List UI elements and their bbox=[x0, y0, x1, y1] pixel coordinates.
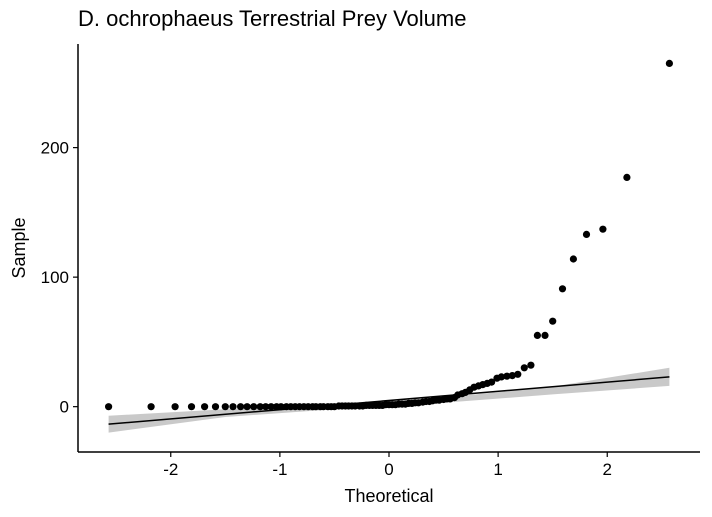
data-point bbox=[256, 403, 264, 411]
data-point bbox=[497, 373, 505, 381]
data-point bbox=[250, 403, 258, 411]
data-point bbox=[569, 255, 578, 263]
x-tick-label: -2 bbox=[163, 460, 178, 479]
y-tick-label: 100 bbox=[41, 268, 69, 287]
data-point bbox=[221, 403, 229, 411]
chart-title: D. ochrophaeus Terrestrial Prey Volume bbox=[78, 6, 467, 31]
data-point bbox=[541, 331, 549, 339]
data-point bbox=[549, 317, 557, 325]
data-point bbox=[558, 285, 567, 293]
data-point bbox=[229, 403, 237, 411]
y-tick-label: 200 bbox=[41, 139, 69, 158]
x-tick-label: 2 bbox=[603, 460, 612, 479]
data-point bbox=[211, 403, 220, 411]
data-point bbox=[520, 364, 528, 372]
data-point bbox=[665, 59, 674, 67]
axes-layer: -2 -1 0 1 2 0 100 200 bbox=[41, 44, 700, 479]
y-axis-title: Sample bbox=[9, 217, 29, 278]
data-point bbox=[201, 403, 209, 411]
x-axis-title: Theoretical bbox=[344, 486, 433, 506]
x-tick-label: -1 bbox=[272, 460, 287, 479]
data-point bbox=[267, 403, 275, 411]
data-point bbox=[262, 403, 270, 411]
data-point bbox=[508, 372, 516, 380]
data-point bbox=[488, 378, 496, 386]
data-point bbox=[514, 370, 522, 378]
data-point bbox=[623, 173, 631, 181]
y-tick-label: 0 bbox=[60, 398, 69, 417]
data-point bbox=[277, 403, 285, 411]
x-tick-label: 0 bbox=[384, 460, 393, 479]
data-point bbox=[533, 331, 542, 339]
data-point bbox=[527, 361, 535, 369]
data-point bbox=[582, 230, 591, 238]
data-point bbox=[599, 225, 607, 233]
x-tick-label: 1 bbox=[493, 460, 502, 479]
reference-line bbox=[108, 376, 670, 425]
data-point bbox=[503, 372, 511, 380]
data-point bbox=[243, 403, 251, 411]
data-point bbox=[105, 403, 113, 411]
data-point bbox=[237, 403, 245, 411]
reference-line-layer bbox=[108, 376, 670, 425]
data-point bbox=[147, 403, 155, 411]
data-point bbox=[171, 403, 179, 411]
data-point bbox=[187, 403, 196, 411]
points-layer bbox=[105, 59, 674, 411]
